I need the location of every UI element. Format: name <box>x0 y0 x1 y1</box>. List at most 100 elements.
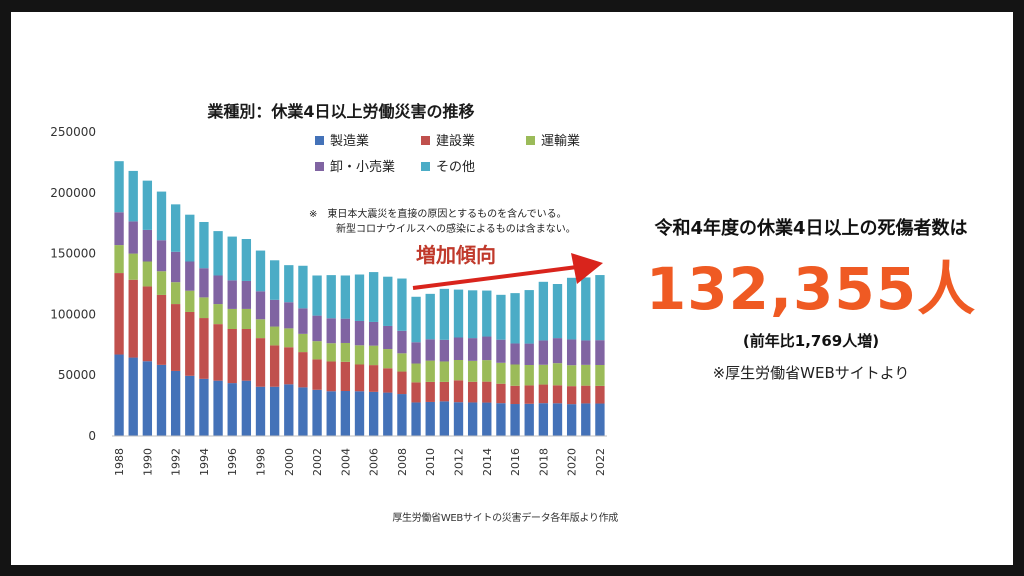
bar-segment <box>510 364 520 386</box>
legend-label: 卸・小売業 <box>330 159 395 175</box>
bar-segment <box>114 212 124 246</box>
bar-segment <box>425 293 435 340</box>
bar-segment <box>595 340 605 365</box>
bar-segment <box>312 389 322 436</box>
bar-segment <box>425 339 435 361</box>
legend-swatch <box>421 136 430 145</box>
x-axis: 1988 1990 1992 1994 1996 1998 2000 2002 2004 2006… <box>113 448 607 476</box>
bar-segment <box>581 277 591 341</box>
bar-segment <box>524 364 534 386</box>
bar-segment <box>326 275 336 319</box>
bar-segment <box>326 391 336 436</box>
bar-segment <box>482 402 492 436</box>
bar-segment <box>227 383 237 436</box>
bar-segment <box>170 282 181 305</box>
x-tick-label: 2020 <box>566 448 579 476</box>
bars-group <box>114 161 605 436</box>
bar-segment <box>538 364 549 385</box>
bar-segment <box>383 276 393 326</box>
bar-segment <box>439 381 450 402</box>
bar-segment <box>383 325 393 350</box>
bar-segment <box>552 385 563 404</box>
bar-segment <box>467 338 478 361</box>
bar-segment <box>411 296 421 343</box>
bar-segment <box>284 328 294 348</box>
bar-segment <box>482 336 492 361</box>
x-tick-label: 2006 <box>368 448 381 476</box>
bar-segment <box>326 361 336 392</box>
bar-segment <box>566 386 577 405</box>
bar-segment <box>524 343 534 365</box>
bar-segment <box>552 363 563 386</box>
bar-segment <box>170 304 181 371</box>
bar-segment <box>552 284 563 339</box>
bar-segment <box>397 330 407 354</box>
bar-segment <box>298 265 308 309</box>
legend-swatch <box>315 136 324 145</box>
legend-label: その他 <box>436 160 475 175</box>
bar-segment <box>538 281 549 341</box>
bar-segment <box>269 260 280 300</box>
bar-segment <box>453 402 464 436</box>
bar-segment <box>566 277 577 340</box>
bar-segment <box>524 403 534 436</box>
y-tick-label: 0 <box>88 429 96 443</box>
bar-segment <box>552 403 563 436</box>
big-number: 132,355人 <box>645 255 977 323</box>
x-tick-label: 1988 <box>113 448 126 476</box>
bar-segment <box>255 291 266 320</box>
bar-segment <box>312 359 322 390</box>
bar-segment <box>425 401 435 436</box>
yoy-change: (前年比1,769人増) <box>742 332 880 350</box>
bar-segment <box>496 403 506 436</box>
bar-segment <box>156 271 167 295</box>
bar-segment <box>255 338 266 387</box>
slide: 業種別：休業4日以上労働災害の推移 0 50000 100000 150000 2000… <box>11 12 1013 565</box>
bar-segment <box>128 170 138 222</box>
bar-segment <box>368 345 379 366</box>
bar-segment <box>326 318 336 344</box>
bar-segment <box>298 308 308 334</box>
bar-segment <box>340 391 351 436</box>
bar-segment <box>326 343 336 362</box>
headline: 令和4年度の休業4日以上の死傷者数は <box>654 218 968 239</box>
bar-segment <box>496 383 506 404</box>
bar-segment <box>170 251 181 283</box>
bar-segment <box>255 250 266 292</box>
x-tick-label: 1996 <box>226 448 239 476</box>
bar-segment <box>114 273 124 355</box>
bar-segment <box>439 339 450 362</box>
bar-segment <box>354 320 365 346</box>
trend-annotation: 増加傾向 <box>412 243 603 290</box>
bar-segment <box>199 378 209 436</box>
bar-segment <box>467 360 478 382</box>
x-tick-label: 1992 <box>170 448 183 476</box>
bar-segment <box>581 364 591 386</box>
bar-segment <box>185 375 195 436</box>
bar-segment <box>142 229 153 262</box>
bar-segment <box>284 384 294 436</box>
bar-segment <box>185 214 195 262</box>
bar-segment <box>368 272 379 322</box>
bar-segment <box>227 280 237 309</box>
bar-segment <box>411 382 421 403</box>
bar-segment <box>482 381 492 403</box>
bar-segment <box>227 308 237 329</box>
bar-segment <box>397 353 407 372</box>
legend-label: 製造業 <box>330 133 369 149</box>
bar-segment <box>411 363 421 383</box>
bar-segment <box>128 357 138 436</box>
bar-segment <box>312 275 322 316</box>
bar-segment <box>566 404 577 436</box>
trend-label: 増加傾向 <box>416 243 496 267</box>
bar-segment <box>213 275 223 305</box>
bar-segment <box>425 360 435 382</box>
x-tick-label: 2016 <box>509 448 522 476</box>
x-tick-label: 2008 <box>396 448 409 476</box>
bar-segment <box>142 180 153 230</box>
bar-segment <box>439 288 450 340</box>
bar-segment <box>241 239 252 281</box>
bar-segment <box>128 253 138 280</box>
bar-segment <box>467 402 478 436</box>
bar-segment <box>496 339 506 363</box>
